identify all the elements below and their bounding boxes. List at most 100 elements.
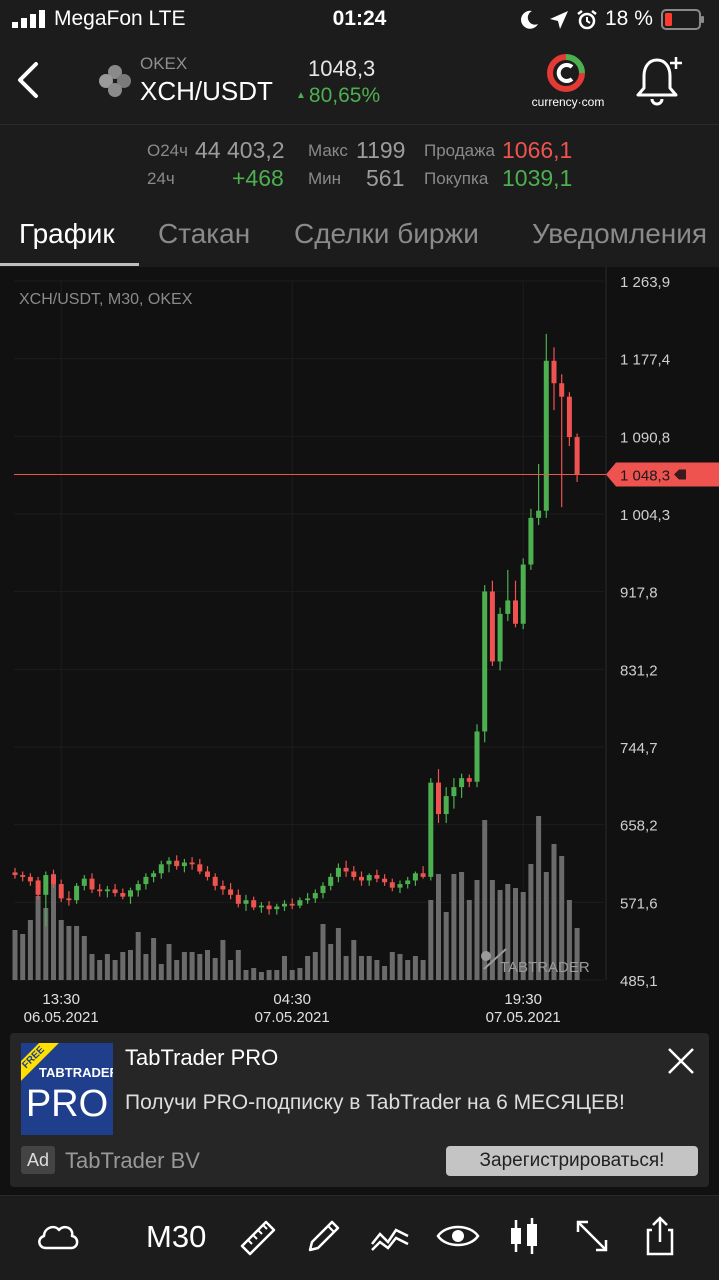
volume-bar — [220, 940, 226, 980]
candle-body — [43, 875, 49, 895]
y-tick-label: 571,6 — [620, 895, 658, 912]
price-change-value: 80,65% — [308, 84, 381, 107]
candle-body — [220, 885, 226, 890]
y-tick-label: 658,2 — [620, 818, 658, 835]
candle-body — [474, 731, 480, 782]
volume-bar — [81, 936, 87, 980]
location-icon — [550, 11, 568, 29]
candle-body — [12, 872, 18, 876]
timeframe-selector[interactable]: M30 — [146, 1219, 207, 1254]
up-triangle-icon: ▲ — [296, 90, 306, 101]
expand-icon — [576, 1220, 608, 1252]
candle-body — [382, 878, 388, 883]
candle-body — [566, 396, 572, 438]
bell-add-icon[interactable] — [632, 54, 686, 108]
draw-button[interactable] — [300, 1216, 348, 1256]
candle-body — [528, 517, 534, 565]
volume-bar — [181, 952, 187, 980]
volume-bar — [443, 912, 449, 980]
ruler-icon — [240, 1220, 276, 1256]
close-icon[interactable] — [665, 1045, 697, 1077]
candle-body — [35, 880, 41, 895]
volume-bar — [12, 930, 18, 980]
change-24h-label: 24ч — [147, 169, 175, 188]
indicators-button[interactable] — [366, 1216, 414, 1256]
volume-bar — [312, 952, 318, 980]
volume-bar — [520, 892, 526, 980]
volume-bar — [35, 896, 41, 980]
candle-body — [258, 905, 264, 908]
volume-bar — [243, 970, 249, 980]
candle-body — [351, 871, 357, 877]
fullscreen-button[interactable] — [568, 1216, 616, 1256]
volume-bar — [359, 956, 364, 980]
candle-body — [489, 591, 495, 662]
candle-body — [328, 876, 334, 886]
candle-body — [520, 564, 526, 624]
candle-body — [574, 437, 580, 475]
active-tab-indicator — [0, 263, 139, 266]
carrier-label: MegaFon LTE — [54, 7, 186, 30]
candle-body — [143, 876, 149, 885]
tab-trades[interactable]: Сделки биржи — [294, 218, 479, 249]
visibility-button[interactable] — [434, 1216, 482, 1256]
volume-bar — [212, 958, 218, 980]
volume-bar — [366, 956, 372, 980]
x-tick-time: 04:30 — [273, 991, 311, 1008]
candle-body — [20, 875, 26, 877]
volume-bar — [466, 900, 472, 980]
ruler-button[interactable] — [234, 1216, 282, 1256]
volume-bar — [497, 890, 503, 980]
volume-bar — [120, 952, 126, 980]
volume-bar — [112, 960, 118, 980]
currency-com-logo[interactable]: currency·com — [528, 54, 608, 114]
candle-body — [266, 905, 272, 910]
chart-type-button[interactable] — [500, 1216, 548, 1256]
share-icon — [646, 1216, 674, 1256]
currency-com-icon — [547, 54, 585, 92]
cloud-button[interactable] — [34, 1216, 82, 1256]
coin-icon — [99, 65, 131, 97]
tab-order-book[interactable]: Стакан — [158, 218, 251, 249]
volume-bar — [543, 872, 549, 980]
current-price-marker — [606, 462, 719, 487]
candle-body — [128, 890, 133, 897]
candlestick-chart[interactable]: 1 263,9 1 177,4 1 090,8 1 004,3 917,8 831,2 74… — [0, 267, 719, 1033]
tab-alerts[interactable]: Уведомления — [532, 218, 708, 249]
header: OKEX XCH/USDT 1048,3 ▲ 80,65% currency·co… — [0, 40, 719, 124]
candle-body — [189, 862, 195, 865]
candle-body — [27, 876, 33, 882]
volume-bar — [151, 938, 157, 980]
candle-body — [466, 778, 472, 782]
candle-body — [497, 613, 503, 662]
volume-bar — [335, 928, 341, 980]
share-button[interactable] — [636, 1216, 684, 1256]
moon-icon — [521, 10, 538, 29]
register-button[interactable]: Зарегистрироваться! — [446, 1146, 698, 1176]
volume-bar — [551, 844, 557, 980]
sell-value: 1066,1 — [502, 137, 573, 163]
tab-bar: График Стакан Сделки биржи Уведомления — [0, 200, 719, 267]
candle-body — [320, 885, 326, 894]
volume-bar — [505, 884, 511, 980]
back-icon[interactable] — [14, 60, 44, 100]
volume-bar — [536, 816, 542, 980]
tab-chart[interactable]: График — [19, 218, 115, 249]
volume-bar — [320, 924, 326, 980]
candle-body — [274, 906, 280, 910]
watermark-icon — [483, 948, 507, 970]
change-24h-value: +468 — [232, 165, 284, 191]
candle-body — [366, 875, 372, 881]
last-price: 1048,3 — [308, 56, 376, 81]
volume-bar — [58, 920, 64, 980]
tabtrader-pro-logo: FREE TABTRADER PRO — [21, 1043, 113, 1135]
market-stats: О24ч 44 403,2 Макс 1199 Продажа 1066,1 2… — [0, 124, 719, 200]
ad-banner[interactable]: FREE TABTRADER PRO TabTrader PRO Получи … — [10, 1033, 709, 1187]
volume-bar — [97, 960, 103, 980]
candle-body — [374, 875, 380, 879]
x-tick-time: 13:30 — [42, 991, 80, 1008]
candle-body — [58, 884, 64, 899]
price-chart[interactable]: 1 263,9 1 177,4 1 090,8 1 004,3 917,8 831,2 74… — [0, 267, 719, 1033]
volume-bar — [205, 950, 210, 980]
volume-bar — [474, 880, 480, 980]
